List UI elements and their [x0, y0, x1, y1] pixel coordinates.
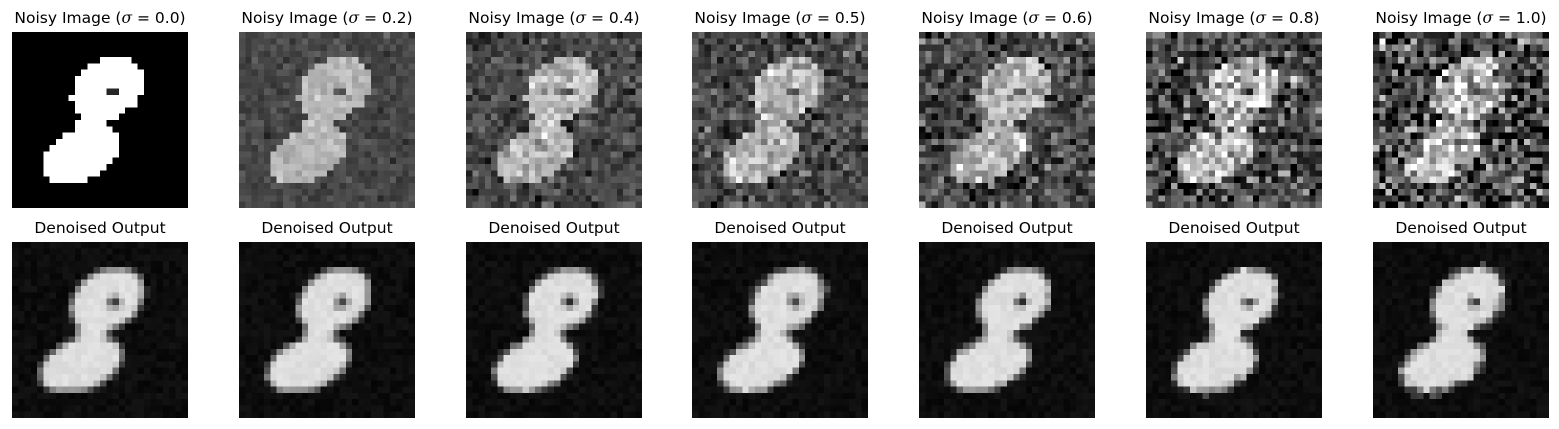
denoised-panel-title: Denoised Output: [488, 219, 620, 237]
noisy-image: [12, 32, 188, 208]
noisy-image: [692, 32, 868, 208]
noisy-image: [919, 32, 1095, 208]
denoised-panel-title: Denoised Output: [34, 219, 166, 237]
denoised-image: [12, 242, 188, 418]
denoised-image: [466, 242, 642, 418]
denoised-panel-title: Denoised Output: [261, 219, 393, 237]
noisy-image: [1373, 32, 1549, 208]
denoised-panel-title: Denoised Output: [1395, 219, 1527, 237]
noisy-panel-title: Noisy Image (σ = 0.5): [694, 9, 866, 27]
noisy-panel-title: Noisy Image (σ = 1.0): [1375, 9, 1547, 27]
noisy-panel-title: Noisy Image (σ = 0.2): [241, 9, 413, 27]
denoised-panel-title: Denoised Output: [941, 219, 1073, 237]
noisy-panel-title: Noisy Image (σ = 0.6): [921, 9, 1093, 27]
denoised-image: [1146, 242, 1322, 418]
denoised-image: [692, 242, 868, 418]
denoised-panel-title: Denoised Output: [1168, 219, 1300, 237]
denoised-image: [239, 242, 415, 418]
noisy-panel-title: Noisy Image (σ = 0.4): [468, 9, 640, 27]
noisy-panel-title: Noisy Image (σ = 0.0): [14, 9, 186, 27]
denoised-image: [1373, 242, 1549, 418]
noisy-image: [1146, 32, 1322, 208]
noisy-image: [239, 32, 415, 208]
denoised-image: [919, 242, 1095, 418]
noisy-panel-title: Noisy Image (σ = 0.8): [1148, 9, 1320, 27]
denoised-panel-title: Denoised Output: [714, 219, 846, 237]
noisy-image: [466, 32, 642, 208]
